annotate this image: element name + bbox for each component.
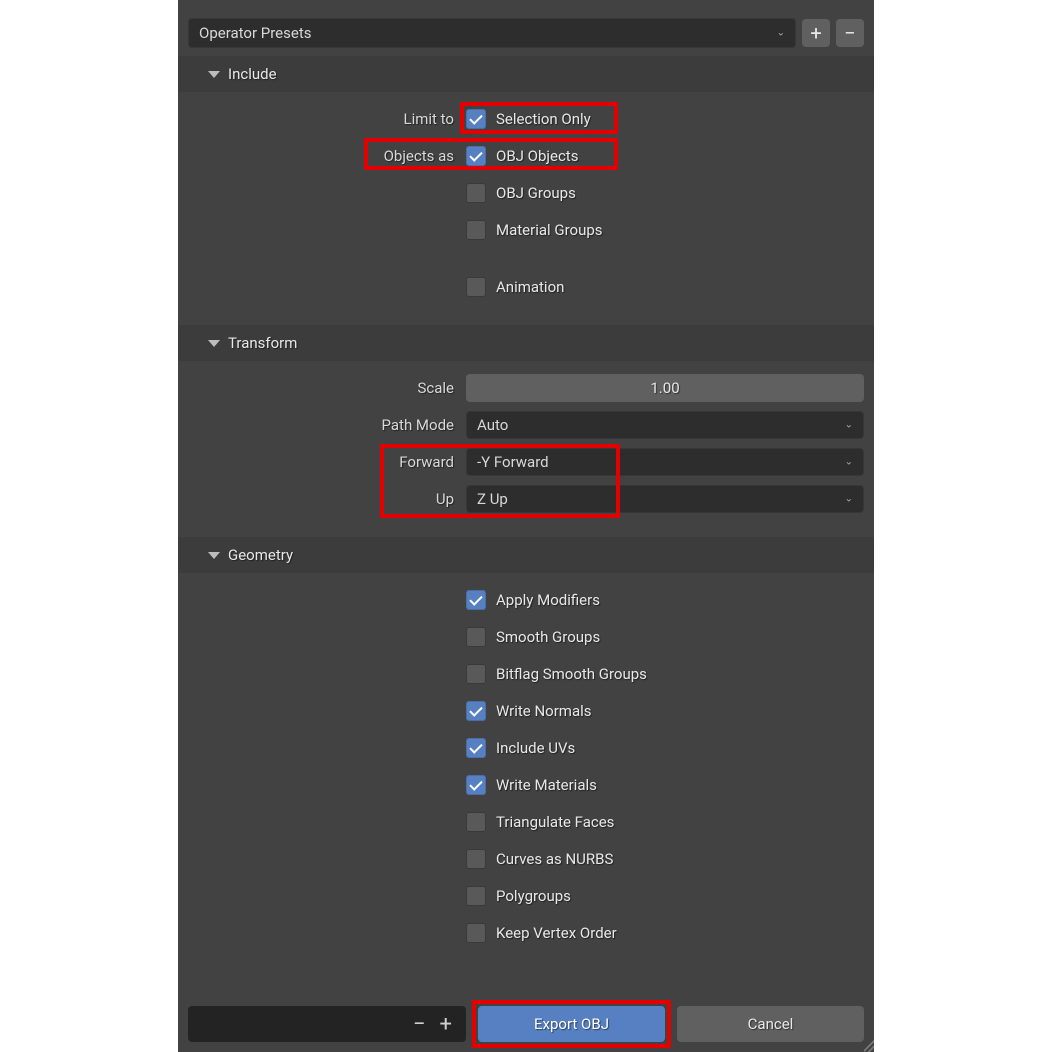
cancel-label: Cancel (748, 1015, 794, 1033)
row-curves-as-nurbs: Curves as NURBS (188, 844, 864, 874)
row-objects-as: Objects as OBJ Objects (188, 141, 864, 171)
animation-label: Animation (496, 278, 564, 296)
chevron-down-icon: ⌄ (777, 28, 785, 39)
include-title: Include (228, 65, 277, 83)
polygroups-checkbox[interactable] (466, 886, 486, 906)
row-write-normals: Write Normals (188, 696, 864, 726)
row-write-materials: Write Materials (188, 770, 864, 800)
chevron-down-icon: ⌄ (845, 494, 853, 505)
obj-groups-label: OBJ Groups (496, 184, 576, 202)
path-mode-label: Path Mode (188, 416, 466, 434)
obj-groups-checkbox[interactable] (466, 183, 486, 203)
preset-remove-button[interactable]: − (836, 19, 864, 47)
row-include-uvs: Include UVs (188, 733, 864, 763)
geometry-body: Apply Modifiers Smooth Groups Bitflag Sm… (178, 573, 874, 971)
animation-checkbox[interactable] (466, 277, 486, 297)
disclosure-down-icon (208, 552, 220, 559)
apply-modifiers-label: Apply Modifiers (496, 591, 600, 609)
keep-vertex-order-checkbox[interactable] (466, 923, 486, 943)
forward-select[interactable]: -Y Forward ⌄ (466, 448, 864, 476)
limit-to-label: Limit to (188, 110, 466, 128)
row-keep-vertex-order: Keep Vertex Order (188, 918, 864, 948)
bitflag-smooth-groups-label: Bitflag Smooth Groups (496, 665, 647, 683)
plus-icon: + (440, 1012, 452, 1037)
selection-only-label: Selection Only (496, 110, 591, 128)
footer: − + Export OBJ Cancel (178, 996, 874, 1052)
path-mode-select[interactable]: Auto ⌄ (466, 411, 864, 439)
up-label: Up (188, 490, 466, 508)
thumbnail-size-control[interactable]: − + (188, 1006, 466, 1042)
row-obj-groups: OBJ Groups (188, 178, 864, 208)
minus-icon: − (413, 1012, 426, 1037)
smooth-groups-checkbox[interactable] (466, 627, 486, 647)
minus-icon: − (844, 23, 855, 43)
keep-vertex-order-label: Keep Vertex Order (496, 924, 617, 942)
preset-add-button[interactable]: + (802, 19, 830, 47)
up-value: Z Up (477, 490, 508, 508)
row-scale: Scale 1.00 (188, 373, 864, 403)
resize-handle-icon[interactable] (864, 1040, 874, 1052)
chevron-down-icon: ⌄ (845, 457, 853, 468)
row-animation: Animation (188, 272, 864, 302)
geometry-title: Geometry (228, 546, 293, 564)
export-panel: Operator Presets ⌄ + − Include Limit to … (178, 0, 874, 1052)
objects-as-label: Objects as (188, 147, 466, 165)
row-limit-to: Limit to Selection Only (188, 104, 864, 134)
forward-value: -Y Forward (477, 453, 549, 471)
export-obj-label: Export OBJ (534, 1015, 609, 1033)
write-normals-label: Write Normals (496, 702, 592, 720)
row-polygroups: Polygroups (188, 881, 864, 911)
transform-title: Transform (228, 334, 297, 352)
forward-label: Forward (188, 453, 466, 471)
cancel-button[interactable]: Cancel (677, 1006, 864, 1042)
triangulate-faces-label: Triangulate Faces (496, 813, 614, 831)
row-smooth-groups: Smooth Groups (188, 622, 864, 652)
plus-icon: + (810, 23, 821, 43)
write-normals-checkbox[interactable] (466, 701, 486, 721)
obj-objects-label: OBJ Objects (496, 147, 578, 165)
export-obj-button[interactable]: Export OBJ (478, 1006, 665, 1042)
up-select[interactable]: Z Up ⌄ (466, 485, 864, 513)
include-uvs-checkbox[interactable] (466, 738, 486, 758)
selection-only-checkbox[interactable] (466, 109, 486, 129)
row-up: Up Z Up ⌄ (188, 484, 864, 514)
curves-as-nurbs-label: Curves as NURBS (496, 850, 613, 868)
material-groups-checkbox[interactable] (466, 220, 486, 240)
material-groups-label: Material Groups (496, 221, 603, 239)
triangulate-faces-checkbox[interactable] (466, 812, 486, 832)
disclosure-down-icon (208, 71, 220, 78)
row-triangulate-faces: Triangulate Faces (188, 807, 864, 837)
curves-as-nurbs-checkbox[interactable] (466, 849, 486, 869)
preset-bar: Operator Presets ⌄ + − (178, 0, 874, 56)
row-apply-modifiers: Apply Modifiers (188, 585, 864, 615)
include-uvs-label: Include UVs (496, 739, 575, 757)
scale-label: Scale (188, 379, 466, 397)
bitflag-smooth-groups-checkbox[interactable] (466, 664, 486, 684)
include-body: Limit to Selection Only Objects as OBJ O… (178, 92, 874, 325)
operator-presets-label: Operator Presets (199, 24, 311, 42)
chevron-down-icon: ⌄ (845, 420, 853, 431)
smooth-groups-label: Smooth Groups (496, 628, 600, 646)
obj-objects-checkbox[interactable] (466, 146, 486, 166)
operator-presets-dropdown[interactable]: Operator Presets ⌄ (188, 18, 796, 48)
row-forward: Forward -Y Forward ⌄ (188, 447, 864, 477)
row-bitflag-smooth-groups: Bitflag Smooth Groups (188, 659, 864, 689)
scale-field[interactable]: 1.00 (466, 374, 864, 402)
path-mode-value: Auto (477, 416, 508, 434)
write-materials-checkbox[interactable] (466, 775, 486, 795)
transform-body: Scale 1.00 Path Mode Auto ⌄ Forward -Y F… (178, 361, 874, 537)
disclosure-down-icon (208, 340, 220, 347)
geometry-header[interactable]: Geometry (178, 537, 874, 573)
include-header[interactable]: Include (178, 56, 874, 92)
apply-modifiers-checkbox[interactable] (466, 590, 486, 610)
row-path-mode: Path Mode Auto ⌄ (188, 410, 864, 440)
polygroups-label: Polygroups (496, 887, 571, 905)
transform-header[interactable]: Transform (178, 325, 874, 361)
write-materials-label: Write Materials (496, 776, 597, 794)
scale-value: 1.00 (650, 379, 679, 397)
row-material-groups: Material Groups (188, 215, 864, 245)
